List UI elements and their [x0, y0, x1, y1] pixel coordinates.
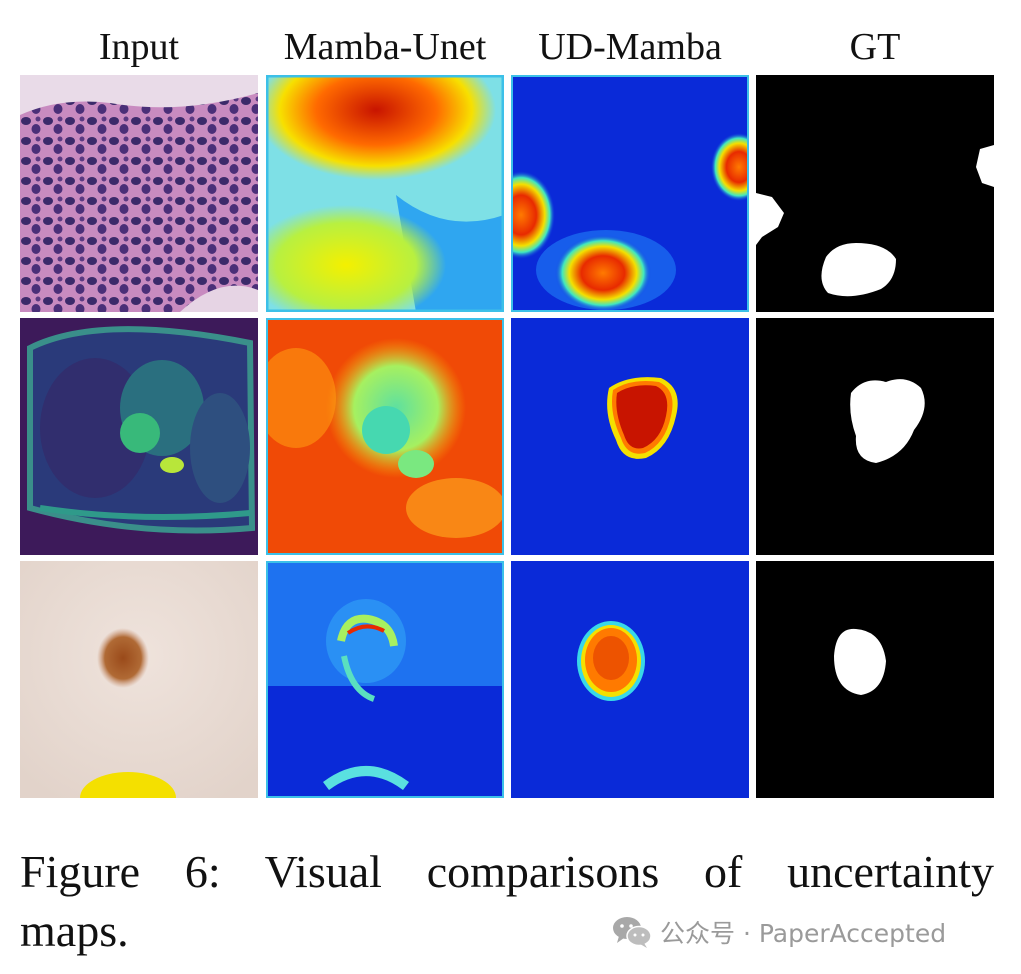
ud-mamba-map-row1	[511, 75, 749, 312]
ud-mamba-map-row3	[511, 561, 749, 798]
column-header-gt: GT	[849, 26, 901, 68]
ground-truth-mask-row2	[756, 318, 994, 555]
figure-caption-line2: maps.	[20, 905, 129, 956]
mamba-unet-map-row3	[266, 561, 504, 798]
input-image-row2	[20, 318, 258, 555]
watermark: 公众号 · PaperAccepted	[612, 914, 946, 950]
mamba-unet-map-row1	[266, 75, 504, 312]
ground-truth-mask-row1	[756, 75, 994, 312]
figure-caption-line1: Figure 6: Visual comparisons of uncertai…	[20, 846, 994, 897]
mamba-unet-map-row2	[266, 318, 504, 555]
column-header-mamba-unet: Mamba-Unet	[283, 26, 487, 68]
column-header-input: Input	[98, 26, 180, 68]
input-image-row1	[20, 75, 258, 312]
watermark-text: 公众号 · PaperAccepted	[660, 919, 947, 948]
ud-mamba-map-row2	[511, 318, 749, 555]
ground-truth-mask-row3	[756, 561, 994, 798]
wechat-icon	[613, 917, 652, 948]
input-image-row3	[20, 561, 258, 798]
column-header-ud-mamba: UD-Mamba	[538, 26, 722, 68]
